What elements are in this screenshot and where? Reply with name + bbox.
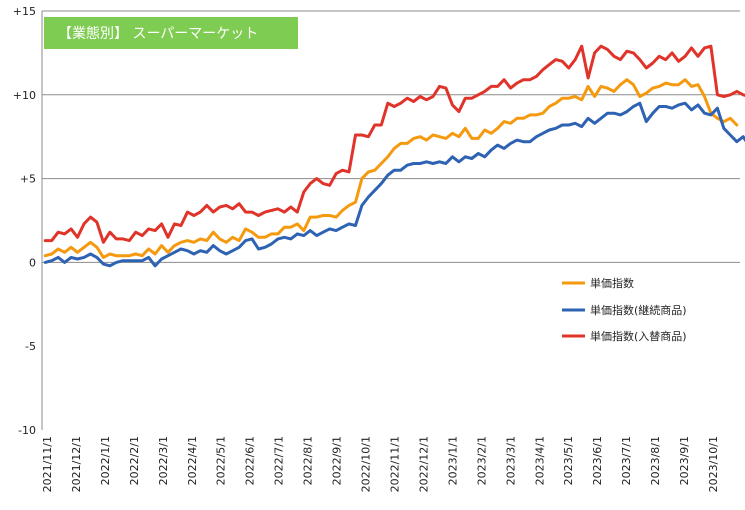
legend-label: 単価指数 [590,276,634,290]
x-tick-label: 2023/8/1 [649,436,662,485]
y-tick-labels: +15 +10 +5 0 -5 -10 [13,5,36,437]
x-tick-label: 2021/12/1 [70,436,83,492]
x-tick-label: 2023/1/1 [446,436,459,485]
x-tick-label: 2022/4/1 [186,436,199,485]
x-tick-label: 2022/2/1 [128,436,141,485]
y-tick-label: -10 [18,424,36,437]
legend-label: 単価指数(入替商品) [590,329,687,343]
x-tick-label: 2023/3/1 [504,436,517,485]
gridlines [42,10,740,180]
x-tick-label: 2022/11/1 [388,436,401,492]
x-tick-label: 2022/12/1 [417,436,430,492]
x-tick-label: 2022/10/1 [360,436,373,492]
series-line-2 [43,101,745,268]
x-tick-label: 2022/6/1 [244,436,257,485]
chart-title-text: 【業態別】 スーパーマーケット [58,26,258,42]
x-tick-label: 2023/7/1 [620,436,633,485]
x-tick-label: 2022/1/1 [99,436,112,485]
y-tick-label: 0 [29,256,36,269]
x-tick-label: 2023/2/1 [475,436,488,485]
legend-label: 単価指数(継続商品) [590,303,687,317]
x-tick-labels: 2021/11/1 2021/12/1 2022/1/1 2022/2/1 2022/3… [41,436,720,492]
x-tick-label: 2022/3/1 [157,436,170,485]
x-tick-label: 2023/4/1 [533,436,546,485]
y-tick-label: +5 [20,173,36,186]
x-tick-label: 2022/8/1 [302,436,315,485]
x-tick-label: 2023/6/1 [591,436,604,485]
x-tick-label: 2023/10/1 [707,436,720,492]
x-tick-label: 2022/7/1 [273,436,286,485]
x-tick-label: 2023/5/1 [562,436,575,485]
title-box [44,17,298,49]
x-tick-label: 2022/9/1 [331,436,344,485]
y-tick-label: -5 [25,340,36,353]
series-line-1 [43,78,739,259]
y-tick-label: +10 [13,89,36,102]
series-line-3 [43,44,745,244]
y-tick-label: +15 [13,5,36,18]
x-tick-label: 2022/5/1 [215,436,228,485]
chart-title: 【業態別】 スーパーマーケット [44,17,298,49]
series-lines [43,44,745,268]
x-tick-label: 2021/11/1 [41,436,54,492]
x-tick-label: 2023/9/1 [678,436,691,485]
